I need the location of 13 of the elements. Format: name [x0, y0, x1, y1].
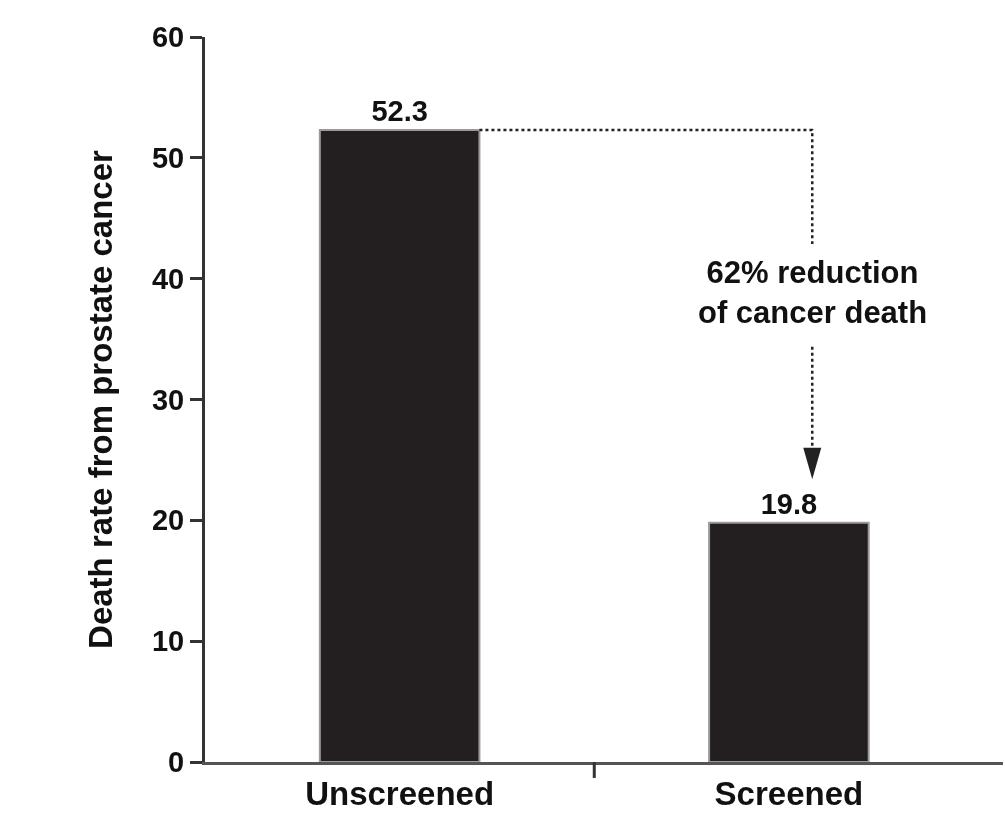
data-label: 52.3: [371, 95, 428, 128]
y-tick-label: 30: [151, 383, 185, 416]
x-tick-label: Screened: [714, 774, 864, 812]
annotation: 62% reduction of cancer death: [698, 255, 928, 331]
y-tick-label: 40: [151, 262, 185, 295]
data-label: 19.8: [760, 487, 818, 520]
y-tick-label: 60: [151, 21, 185, 54]
y-tick-label: 50: [151, 141, 185, 174]
x-tick-label: Unscreened: [305, 774, 495, 812]
y-axis-title: Death rate from prostate cancer: [81, 149, 119, 649]
y-tick-label: 20: [151, 504, 185, 537]
y-tick-label: 10: [151, 625, 185, 658]
y-tick-label: 0: [168, 746, 185, 779]
